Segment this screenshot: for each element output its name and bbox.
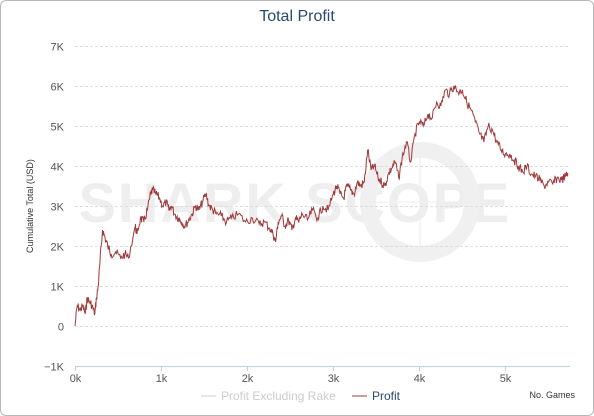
y-axis-ticks: −1K 0 1K 2K 3K 4K 5K 6K 7K	[44, 42, 65, 374]
grid-lines	[75, 46, 570, 327]
y-tick-label: 3K	[51, 202, 65, 214]
y-tick-label: 7K	[51, 42, 65, 54]
y-tick-label: 5K	[51, 122, 65, 134]
x-tick-label: 0k	[70, 373, 82, 385]
series-line-profit	[74, 85, 569, 327]
y-tick-label: 4K	[51, 162, 65, 174]
legend-item-profit-excluding-rake[interactable]: Profit Excluding Rake	[221, 389, 336, 403]
y-tick-label: −1K	[44, 362, 65, 374]
x-tick-label: 3k	[328, 373, 340, 385]
x-axis-title: No. Games	[529, 390, 575, 400]
x-tick-label: 5k	[500, 373, 512, 385]
x-tick-label: 1k	[156, 373, 168, 385]
y-tick-label: 1K	[51, 282, 65, 294]
chart-title: Total Profit	[259, 8, 335, 25]
y-tick-label: 0	[58, 322, 64, 334]
legend[interactable]: Profit Excluding Rake Profit	[201, 389, 401, 403]
y-tick-label: 6K	[51, 82, 65, 94]
scope-reticle-watermark	[360, 142, 480, 262]
y-axis-title: Cumulative Total (USD)	[25, 159, 35, 253]
x-tick-label: 2k	[242, 373, 254, 385]
x-tick-label: 4k	[414, 373, 426, 385]
legend-item-profit[interactable]: Profit	[372, 389, 401, 403]
y-tick-label: 2K	[51, 242, 65, 254]
x-axis-ticks: 0k 1k 2k 3k 4k 5k	[70, 366, 512, 385]
